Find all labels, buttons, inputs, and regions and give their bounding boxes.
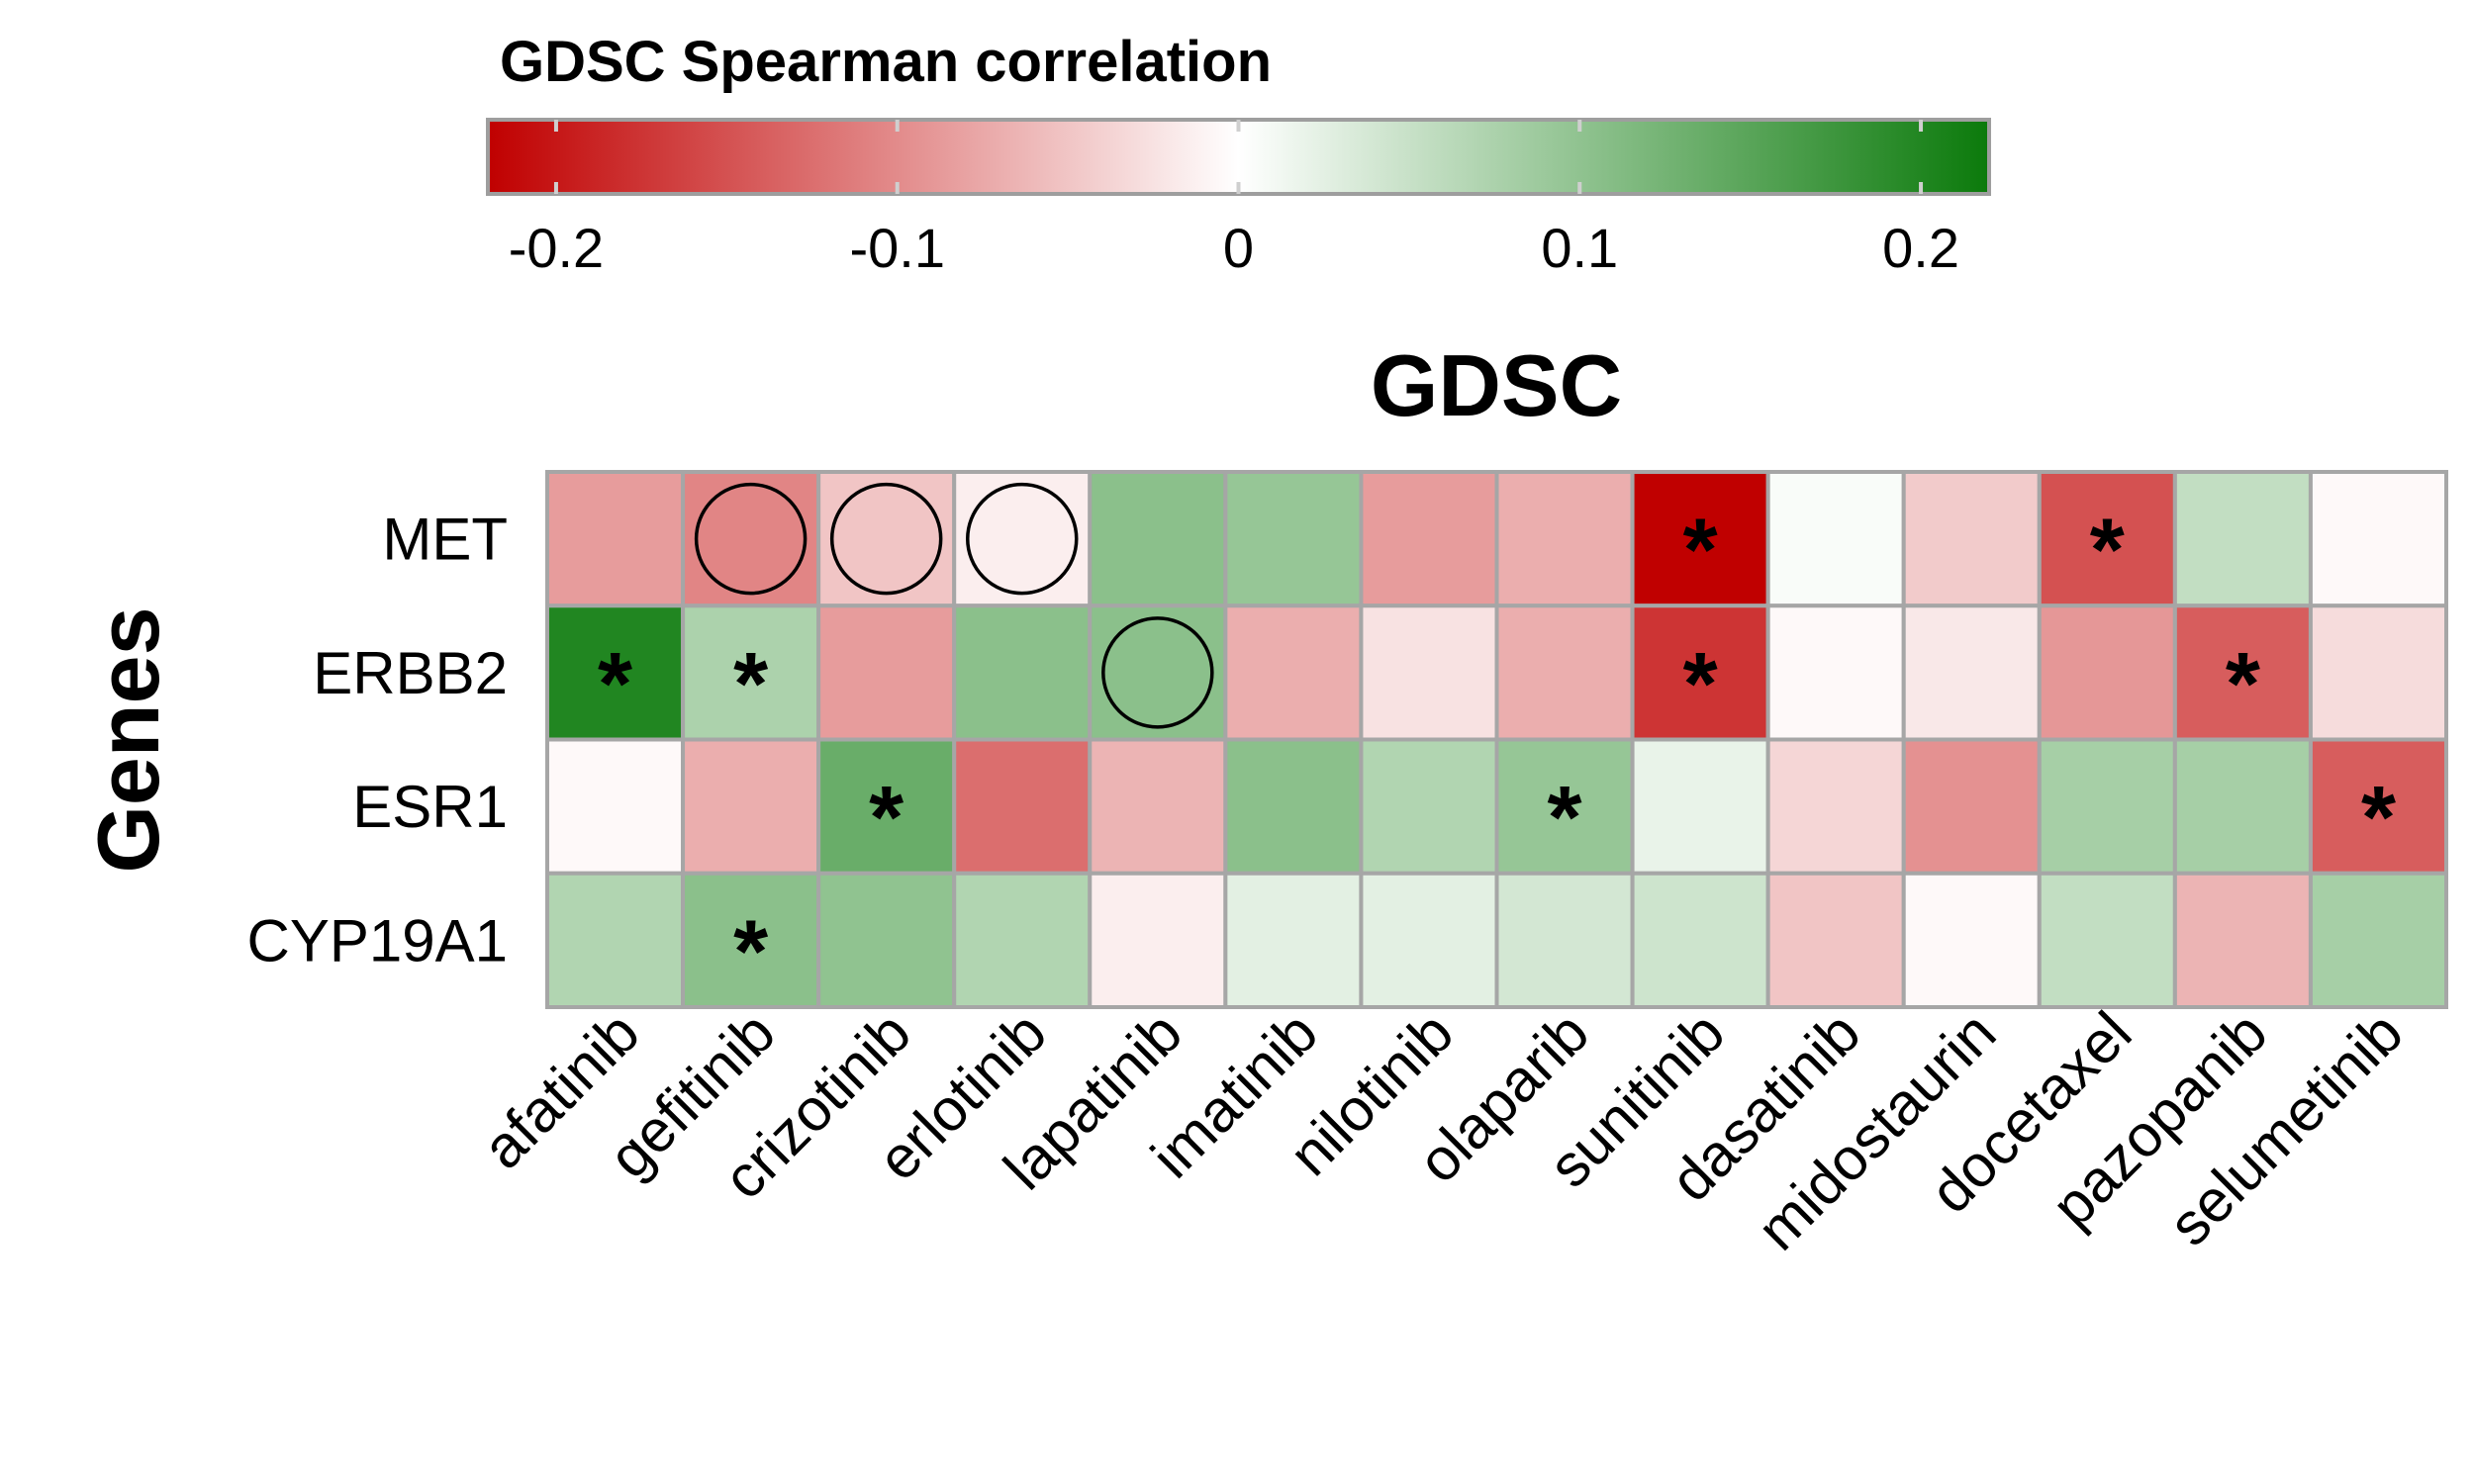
heatmap-cell — [2308, 470, 2448, 608]
heatmap-cell — [2037, 737, 2177, 876]
circle-marker — [1101, 616, 1214, 729]
y-axis-label: Genes — [79, 606, 177, 873]
heatmap-cell — [1223, 603, 1364, 742]
significance-marker: * — [1683, 502, 1718, 601]
significance-marker: * — [2226, 635, 2260, 734]
row-label: CYP19A1 — [247, 907, 509, 974]
heatmap-cell — [1494, 470, 1635, 608]
significance-marker: * — [2090, 502, 2125, 601]
heatmap-cell — [1630, 737, 1770, 876]
heatmap-cell — [681, 737, 821, 876]
row-labels: MET ERBB2 ESR1 CYP19A1 — [247, 507, 509, 974]
heatmap-cell — [2308, 871, 2448, 1009]
heatmap-cell — [1088, 470, 1228, 608]
heatmap-cell — [952, 603, 1093, 742]
heatmap-cell — [1765, 603, 1906, 742]
legend-tick-label: -0.1 — [849, 217, 945, 279]
significance-marker: * — [1683, 635, 1718, 734]
row-label: ESR1 — [352, 774, 508, 840]
heatmap-cell — [1088, 737, 1228, 876]
heatmap-cell — [1630, 603, 1770, 742]
legend-tick-label: 0.2 — [1882, 217, 1959, 279]
legend-tick-label: 0.1 — [1541, 217, 1618, 279]
heatmap-cell — [816, 603, 957, 742]
heatmap-cell — [2308, 603, 2448, 742]
color-legend: -0.2 -0.1 0 0.1 0.2 — [486, 118, 1991, 279]
heatmap-cell — [545, 871, 686, 1009]
heatmap-cell — [1359, 737, 1499, 876]
heatmap-cell — [816, 737, 957, 876]
heatmap-cell — [1223, 737, 1364, 876]
heatmap-cell — [952, 470, 1093, 608]
heatmap-cell — [545, 470, 686, 608]
heatmap-cell — [952, 737, 1093, 876]
heatmap-cell — [1359, 470, 1499, 608]
heatmap-cell — [1765, 470, 1906, 608]
heatmap-cell — [1630, 871, 1770, 1009]
heatmap-cell — [1901, 603, 2042, 742]
row-label: ERBB2 — [313, 640, 508, 706]
heatmap-cells: * * * * * * * * * * — [545, 470, 2448, 1009]
heatmap-cell — [1494, 871, 1635, 1009]
heatmap-cell — [952, 871, 1093, 1009]
column-labels: afatinibgefitinibcrizotiniberlotiniblapa… — [470, 999, 2416, 1263]
circle-marker — [966, 482, 1079, 596]
heatmap-cell — [1494, 603, 1635, 742]
heatmap-cell — [1901, 737, 2042, 876]
circle-marker — [829, 482, 943, 596]
heatmap-cell — [681, 470, 821, 608]
legend-tick-label: 0 — [1223, 217, 1254, 279]
significance-marker: * — [869, 769, 904, 868]
heatmap-cell — [1088, 871, 1228, 1009]
heatmap-cell — [1765, 871, 1906, 1009]
legend-tick-label: -0.2 — [509, 217, 605, 279]
heatmap-cell — [1223, 470, 1364, 608]
heatmap-cell — [681, 871, 821, 1009]
significance-marker: * — [733, 902, 768, 1001]
chart-title: GDSC — [1371, 336, 1622, 434]
heatmap-cell — [1223, 871, 1364, 1009]
significance-marker: * — [2361, 769, 2396, 868]
heatmap-cell — [1901, 871, 2042, 1009]
heatmap-cell — [2172, 470, 2313, 608]
circle-marker — [694, 482, 808, 596]
heatmap-cell — [816, 871, 957, 1009]
heatmap-cell — [545, 737, 686, 876]
heatmap-cell — [1901, 470, 2042, 608]
legend-title: GDSC Spearman correlation — [500, 30, 1272, 94]
significance-marker: * — [598, 635, 632, 734]
heatmap-cell — [1088, 603, 1228, 742]
significance-marker: * — [733, 635, 768, 734]
heatmap-cell — [2172, 871, 2313, 1009]
heatmap-cell — [2308, 737, 2448, 876]
heatmap-cell — [2037, 603, 2177, 742]
heatmap-cell — [2037, 871, 2177, 1009]
heatmap-cell — [1359, 603, 1499, 742]
heatmap-cell — [1359, 871, 1499, 1009]
significance-marker: * — [1548, 769, 1582, 868]
heatmap-cell — [816, 470, 957, 608]
legend-colorbar — [486, 118, 1991, 196]
row-label: MET — [382, 507, 508, 573]
heatmap-cell — [2172, 737, 2313, 876]
heatmap-cell — [1765, 737, 1906, 876]
